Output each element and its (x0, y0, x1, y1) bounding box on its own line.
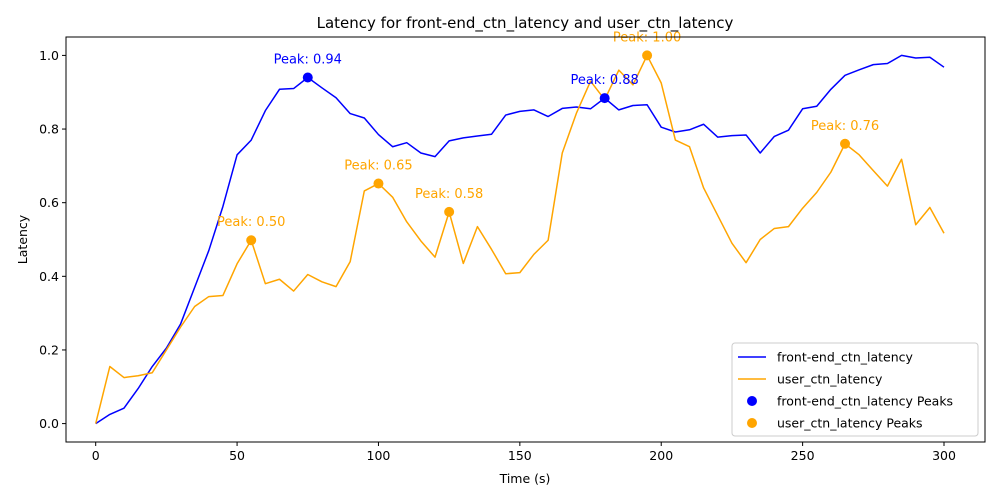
y-tick-label: 0.6 (39, 195, 59, 210)
peak-label: Peak: 0.76 (811, 119, 879, 134)
peak-marker-user (840, 138, 851, 149)
peak-marker-user (373, 178, 384, 189)
legend-marker-swatch (747, 418, 757, 428)
peak-label: Peak: 0.65 (344, 159, 412, 174)
y-tick-label: 0.8 (39, 122, 59, 137)
peak-marker-front-end (302, 72, 313, 83)
y-tick-label: 0.0 (39, 416, 59, 431)
series-line-front-end (95, 54, 945, 425)
peak-marker-user (642, 50, 653, 61)
peak-marker-front-end (599, 93, 610, 104)
peak-label: Peak: 0.88 (571, 73, 639, 88)
legend-marker-swatch (747, 396, 757, 406)
legend-entry-label: user_ctn_latency Peaks (777, 416, 923, 431)
x-tick-label: 100 (367, 448, 391, 463)
y-axis-label: Latency (15, 214, 30, 264)
x-tick-label: 250 (791, 448, 815, 463)
legend-entry-label: front-end_ctn_latency (777, 350, 914, 365)
legend: front-end_ctn_latency user_ctn_latencyfro… (731, 342, 979, 437)
series-line-user (94, 54, 945, 424)
chart-title: Latency for front-end_ctn_latency and us… (317, 14, 734, 33)
x-tick-label: 200 (649, 448, 673, 463)
y-axis: 0.0 0.2 0.4 0.6 0.8 1.0 (39, 48, 66, 431)
x-axis-label: Time (s) (499, 471, 551, 486)
y-tick-label: 0.4 (39, 269, 59, 284)
legend-entry-label: front-end_ctn_latency Peaks (777, 394, 953, 409)
legend-box (731, 342, 979, 437)
legend-entry-label: user_ctn_latency (777, 372, 883, 387)
y-tick-label: 0.2 (39, 342, 59, 357)
y-tick-label: 1.0 (39, 48, 59, 63)
x-axis: 0 50 100 150 200 250 300 (92, 442, 956, 463)
plot-area: Peak: 0.94 Peak: 0.88 Peak: 0.50 Peak: 0.65… (94, 30, 945, 425)
plot-frame (65, 36, 986, 443)
peak-label: Peak: 0.94 (274, 53, 342, 68)
x-tick-label: 0 (92, 448, 100, 463)
peak-label: Peak: 1.00 (613, 30, 681, 45)
peak-marker-user (246, 235, 257, 246)
x-tick-label: 150 (508, 448, 532, 463)
peak-label: Peak: 0.50 (217, 215, 285, 230)
x-tick-label: 50 (229, 448, 245, 463)
peak-label: Peak: 0.58 (415, 187, 483, 202)
x-tick-label: 300 (932, 448, 956, 463)
peak-marker-user (444, 206, 455, 217)
